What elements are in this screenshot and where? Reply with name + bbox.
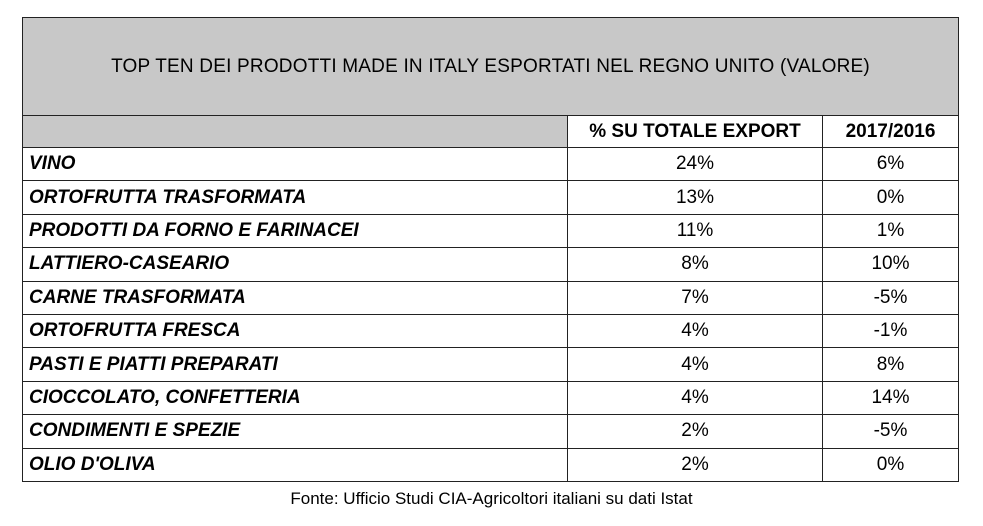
product-name: ORTOFRUTTA FRESCA — [22, 313, 568, 349]
change-value: -5% — [821, 414, 960, 449]
product-name: OLIO D'OLIVA — [22, 447, 568, 482]
share-value: 2% — [567, 447, 823, 482]
table-row: CARNE TRASFORMATA 7% -5% — [22, 280, 960, 315]
change-value: 10% — [821, 247, 960, 282]
table-row: VINO 24% 6% — [22, 146, 960, 182]
change-value: -1% — [821, 313, 960, 349]
table-row: CIOCCOLATO, CONFETTERIA 4% 14% — [22, 380, 960, 416]
product-name: PASTI E PIATTI PREPARATI — [22, 347, 568, 382]
change-value: -5% — [821, 280, 960, 315]
share-value: 4% — [567, 380, 823, 416]
table-row: PASTI E PIATTI PREPARATI 4% 8% — [22, 347, 960, 382]
table-row: OLIO D'OLIVA 2% 0% — [22, 447, 960, 482]
change-value: 14% — [821, 380, 960, 416]
header-row: % SU TOTALE EXPORT 2017/2016 — [22, 115, 960, 148]
product-name: VINO — [22, 146, 568, 182]
share-value: 4% — [567, 313, 823, 349]
product-name: ORTOFRUTTA TRASFORMATA — [22, 180, 568, 215]
product-name: CIOCCOLATO, CONFETTERIA — [22, 380, 568, 416]
share-value: 11% — [567, 213, 823, 249]
table-row: CONDIMENTI E SPEZIE 2% -5% — [22, 414, 960, 449]
share-value: 2% — [567, 414, 823, 449]
product-name: CARNE TRASFORMATA — [22, 280, 568, 315]
header-share: % SU TOTALE EXPORT — [567, 115, 823, 148]
table-row: LATTIERO-CASEARIO 8% 10% — [22, 247, 960, 282]
share-value: 8% — [567, 247, 823, 282]
table-row: ORTOFRUTTA FRESCA 4% -1% — [22, 313, 960, 349]
share-value: 4% — [567, 347, 823, 382]
change-value: 0% — [821, 180, 960, 215]
change-value: 1% — [821, 213, 960, 249]
export-table: TOP TEN DEI PRODOTTI MADE IN ITALY ESPOR… — [21, 17, 960, 482]
change-value: 0% — [821, 447, 960, 482]
table-row: PRODOTTI DA FORNO E FARINACEI 11% 1% — [22, 213, 960, 249]
change-value: 6% — [821, 146, 960, 182]
share-value: 7% — [567, 280, 823, 315]
table-title: TOP TEN DEI PRODOTTI MADE IN ITALY ESPOR… — [21, 17, 960, 116]
table-row: ORTOFRUTTA TRASFORMATA 13% 0% — [22, 180, 960, 215]
product-name: PRODOTTI DA FORNO E FARINACEI — [22, 213, 568, 249]
product-name: LATTIERO-CASEARIO — [22, 247, 568, 282]
header-blank-cell — [22, 115, 568, 148]
header-change: 2017/2016 — [821, 115, 960, 148]
source-note: Fonte: Ufficio Studi CIA-Agricoltori ita… — [290, 489, 693, 508]
share-value: 13% — [567, 180, 823, 215]
change-value: 8% — [821, 347, 960, 382]
share-value: 24% — [567, 146, 823, 182]
product-name: CONDIMENTI E SPEZIE — [22, 414, 568, 449]
